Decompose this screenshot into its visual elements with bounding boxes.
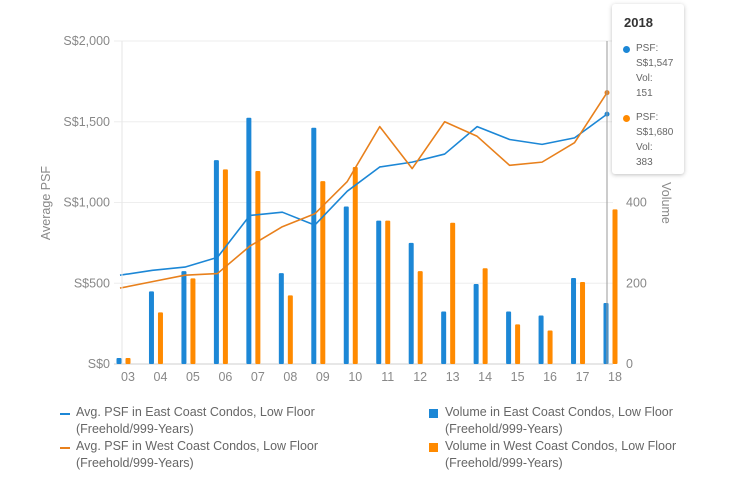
volume-bar — [580, 282, 586, 364]
legend-label: Avg. PSF in East Coast Condos, Low Floor… — [76, 405, 315, 436]
x-tick-label: 15 — [511, 370, 525, 384]
psf-lines — [119, 90, 610, 289]
y-left-axis-title: Average PSF — [39, 166, 53, 240]
volume-bar — [125, 357, 131, 364]
x-tick-label: 14 — [478, 370, 492, 384]
x-tick-label: 04 — [154, 370, 168, 384]
y-right-tick-label: 0 — [626, 357, 633, 371]
volume-bar — [385, 220, 391, 364]
y-left-tick-label: S$2,000 — [63, 34, 110, 48]
volume-bar — [482, 268, 488, 364]
x-tick-label: 07 — [251, 370, 265, 384]
tooltip-east-psf-label: PSF: — [636, 43, 659, 54]
volume-bar — [255, 171, 261, 364]
tooltip: 2018 PSF: S$1,547 Vol: 151 PSF: S$1,680 … — [612, 4, 684, 174]
volume-bar — [190, 278, 196, 364]
tooltip-east-vol-label: Vol: — [636, 73, 653, 84]
x-tick-label: 08 — [283, 370, 297, 384]
volume-bar — [417, 271, 423, 364]
psf-line — [119, 113, 608, 276]
volume-bar — [287, 295, 293, 364]
x-tick-label: 06 — [218, 370, 232, 384]
legend-label: Volume in East Coast Condos, Low Floor (… — [445, 405, 673, 436]
psf-line — [119, 92, 608, 289]
x-tick-label: 16 — [543, 370, 557, 384]
tooltip-east-psf-value: S$1,547 — [636, 58, 674, 69]
volume-bar — [246, 117, 252, 365]
tooltip-west-vol-value: 383 — [636, 157, 653, 168]
tooltip-west-vol-label: Vol: — [636, 142, 653, 153]
volume-bar — [278, 273, 284, 364]
volume-bar — [547, 330, 553, 364]
volume-bar — [352, 166, 358, 364]
tooltip-west-dot — [623, 115, 630, 122]
y-left-tick-label: S$500 — [74, 276, 110, 290]
volume-bar — [157, 312, 163, 364]
legend-label: Volume in West Coast Condos, Low Floor (… — [445, 439, 677, 470]
volume-bars — [116, 117, 618, 365]
y-left-tick-label: S$1,000 — [63, 196, 110, 210]
x-tick-label: 11 — [381, 370, 394, 384]
y-left-tick-label: S$0 — [88, 357, 110, 371]
x-tick-label: 12 — [413, 370, 427, 384]
volume-bar — [506, 311, 512, 364]
tooltip-west-psf-label: PSF: — [636, 112, 659, 123]
volume-bar — [473, 284, 479, 364]
tooltip-east-text: PSF: S$1,547 Vol: 151 — [636, 41, 673, 101]
volume-bar — [603, 303, 609, 364]
x-tick-label: 05 — [186, 370, 200, 384]
legend-square-marker — [429, 443, 438, 452]
legend-line-marker — [60, 413, 70, 415]
combo-chart: S$0 S$500 S$1,000 S$1,500 S$2,000 0 200 400 03 04… — [39, 34, 673, 384]
volume-bar — [571, 278, 577, 364]
x-tick-label: 18 — [608, 370, 622, 384]
legend-label: Avg. PSF in West Coast Condos, Low Floor… — [76, 439, 319, 470]
volume-bar — [320, 181, 326, 364]
tooltip-west-psf-value: S$1,680 — [636, 127, 674, 138]
volume-bar — [116, 357, 122, 364]
axes: S$0 S$500 S$1,000 S$1,500 S$2,000 0 200 400 03 04… — [63, 34, 646, 384]
x-tick-label: 03 — [121, 370, 135, 384]
x-tick-label: 13 — [446, 370, 460, 384]
x-tick-label: 09 — [316, 370, 330, 384]
volume-bar — [450, 222, 456, 364]
tooltip-east-dot — [623, 46, 630, 53]
volume-bar — [213, 160, 219, 364]
y-left-tick-label: S$1,500 — [63, 115, 110, 129]
volume-bar — [515, 324, 521, 364]
volume-bar — [343, 206, 349, 364]
volume-bar — [148, 291, 154, 364]
x-tick-label: 10 — [348, 370, 362, 384]
volume-bar — [181, 271, 187, 364]
legend-line-marker — [60, 447, 70, 449]
volume-bar — [311, 127, 317, 365]
legend-square-marker — [429, 409, 438, 418]
volume-bar — [376, 220, 382, 364]
tooltip-east-vol-value: 151 — [636, 88, 653, 99]
tooltip-year: 2018 — [624, 15, 653, 30]
y-right-tick-label: 200 — [626, 276, 647, 290]
gridlines — [114, 40, 613, 365]
y-right-tick-label: 400 — [626, 196, 647, 210]
volume-bar — [538, 315, 544, 364]
tooltip-west-text: PSF: S$1,680 Vol: 383 — [636, 110, 673, 170]
y-right-axis-title: Volume — [659, 182, 673, 224]
x-tick-label: 17 — [576, 370, 590, 384]
volume-bar — [612, 209, 618, 364]
volume-bar — [408, 242, 414, 364]
volume-bar — [441, 311, 447, 364]
